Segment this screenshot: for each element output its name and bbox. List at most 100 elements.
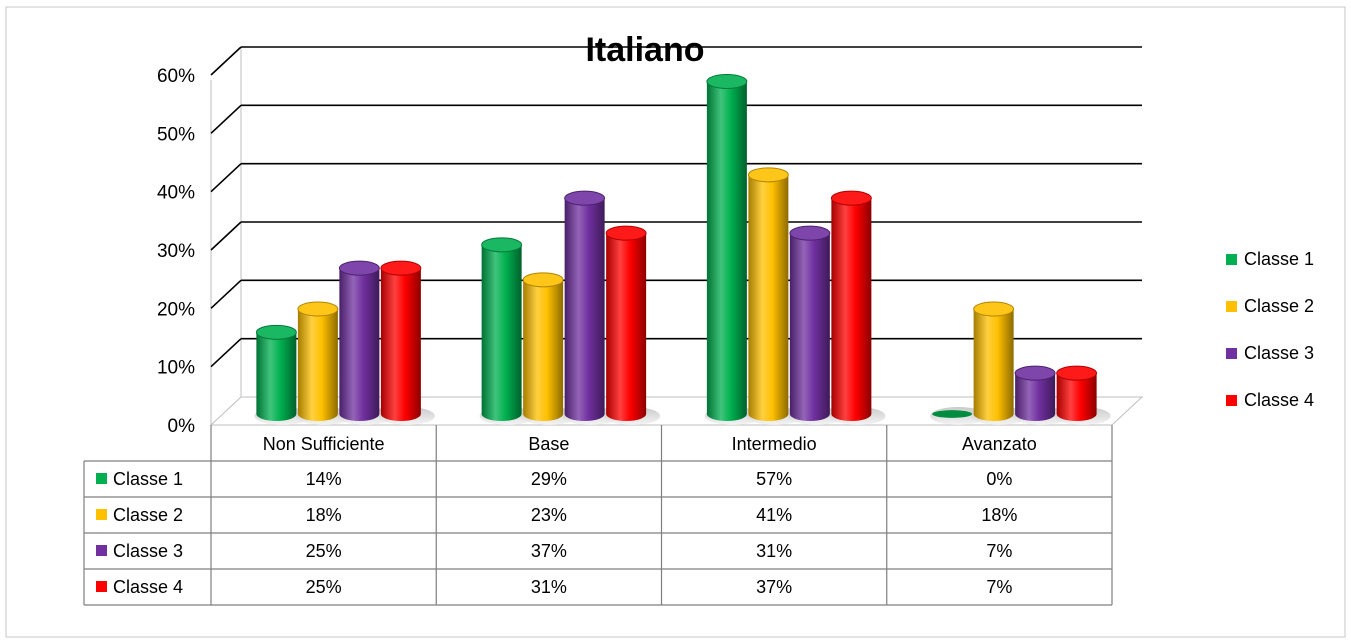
bar <box>521 272 578 425</box>
x-category-label: Non Sufficiente <box>263 434 385 454</box>
bar-top <box>255 324 297 340</box>
bar-top <box>706 74 748 89</box>
chart-border <box>5 6 1346 638</box>
bar <box>787 225 844 425</box>
gridline-diagonal <box>210 163 242 193</box>
y-axis: 0% 10% 20% 30% 40% 50% 60% <box>157 66 195 437</box>
bars <box>254 74 1111 425</box>
gridline-diagonal <box>210 338 242 368</box>
bar <box>254 324 311 425</box>
data-label: 37% <box>756 577 792 597</box>
floor-plane <box>209 396 1144 426</box>
table-legend-swatch <box>96 581 107 592</box>
bar-top <box>297 301 339 317</box>
table-legend-swatch <box>96 509 107 520</box>
bar-top <box>380 260 422 276</box>
legend-label: Classe 3 <box>1244 343 1314 363</box>
data-label: 31% <box>531 577 567 597</box>
data-label: 23% <box>531 505 567 525</box>
bar-top <box>1056 365 1098 381</box>
bar-top <box>830 190 872 206</box>
bar-body <box>339 268 380 422</box>
data-label: 7% <box>986 577 1012 597</box>
chart-title: Italiano <box>585 31 704 69</box>
table-legend-swatch <box>96 545 107 556</box>
legend-swatch <box>1226 395 1237 406</box>
bar <box>704 74 761 425</box>
data-label: 0% <box>986 469 1012 489</box>
chart-floor <box>209 396 1144 426</box>
bar <box>604 225 661 425</box>
bar-body <box>481 244 522 422</box>
data-label: 18% <box>306 505 342 525</box>
bar-top <box>605 225 647 241</box>
y-tick-label: 10% <box>157 358 195 379</box>
y-tick-label: 40% <box>157 183 195 204</box>
data-label: 7% <box>986 541 1012 561</box>
bar-top <box>747 167 789 183</box>
bar-body <box>256 332 297 422</box>
bar <box>295 301 352 425</box>
table-series-label: Classe 3 <box>113 541 183 561</box>
y-tick-label: 30% <box>157 241 195 262</box>
x-category-label: Intermedio <box>732 434 817 454</box>
gridline-diagonal <box>210 279 242 309</box>
table-legend-swatch <box>96 473 107 484</box>
bar <box>1013 365 1070 425</box>
data-label: 14% <box>306 469 342 489</box>
bar-body <box>564 198 605 422</box>
bar-body <box>789 233 830 422</box>
legend-label: Classe 1 <box>1244 249 1314 269</box>
gridlines <box>210 46 1142 368</box>
bar-body <box>706 81 747 422</box>
data-label: 25% <box>306 577 342 597</box>
bar <box>378 260 435 425</box>
bar-top <box>973 301 1015 317</box>
data-label: 37% <box>531 541 567 561</box>
bar-body <box>606 233 647 422</box>
table-series-label: Classe 2 <box>113 505 183 525</box>
data-label: 29% <box>531 469 567 489</box>
bar <box>746 167 803 425</box>
bar <box>930 407 987 425</box>
bar-top <box>789 225 831 241</box>
table-series-label: Classe 4 <box>113 577 183 597</box>
legend-swatch <box>1226 348 1237 359</box>
bar-top <box>564 190 606 206</box>
data-label: 18% <box>981 505 1017 525</box>
bar-body <box>831 198 872 422</box>
bar <box>562 190 619 425</box>
bar-top <box>522 272 564 288</box>
bar-top <box>1014 365 1056 381</box>
bar-body <box>973 309 1014 422</box>
gridline-diagonal <box>210 221 242 251</box>
x-category-label: Base <box>528 434 569 454</box>
y-tick-label: 0% <box>168 416 196 437</box>
bar-body <box>1015 373 1056 422</box>
bar <box>479 237 536 425</box>
data-label: 31% <box>756 541 792 561</box>
y-tick-label: 20% <box>157 299 195 320</box>
legend-label: Classe 4 <box>1244 390 1314 410</box>
bar-body <box>380 268 421 422</box>
x-category-label: Avanzato <box>962 434 1037 454</box>
y-tick-label: 60% <box>157 66 195 87</box>
bar <box>971 301 1028 425</box>
bar <box>1054 365 1111 425</box>
data-label: 57% <box>756 469 792 489</box>
bar-body <box>748 174 789 422</box>
y-tick-label: 50% <box>157 124 195 145</box>
legend-label: Classe 2 <box>1244 296 1314 316</box>
bar-top <box>338 260 380 276</box>
bar-top <box>481 237 523 253</box>
legend: Classe 1 Classe 2 Classe 3 Classe 4 <box>1226 249 1314 410</box>
data-table: Non Sufficiente Base Intermedio Avanzato Cla… <box>83 425 1113 606</box>
bar <box>829 190 886 425</box>
gridline-diagonal <box>210 104 242 134</box>
legend-swatch <box>1226 254 1237 265</box>
bar-top <box>932 410 973 418</box>
bar-body <box>1056 373 1097 422</box>
legend-swatch <box>1226 301 1237 312</box>
table-series-label: Classe 1 <box>113 469 183 489</box>
